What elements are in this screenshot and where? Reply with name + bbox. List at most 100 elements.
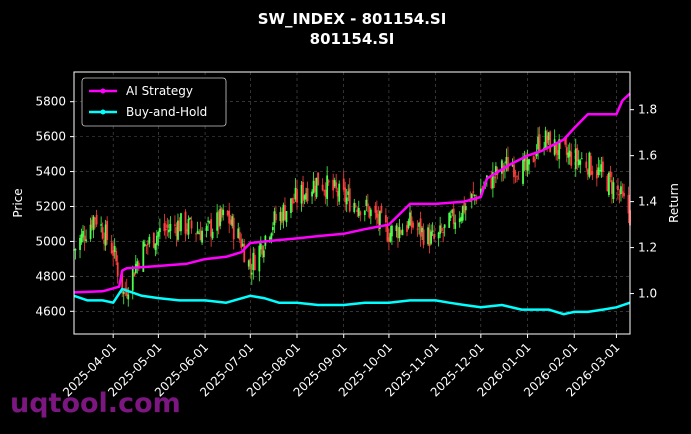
candle-body bbox=[237, 228, 240, 239]
candle-body bbox=[326, 175, 329, 199]
candle-body bbox=[303, 195, 306, 200]
candle-body bbox=[421, 227, 423, 233]
candle-body bbox=[618, 194, 621, 196]
candle-body bbox=[577, 159, 580, 166]
candle-body bbox=[430, 231, 433, 244]
candle-body bbox=[567, 152, 570, 158]
candle-body bbox=[342, 178, 345, 190]
candle-body bbox=[549, 131, 552, 153]
candle-body bbox=[433, 233, 436, 239]
candle-body bbox=[271, 227, 274, 231]
legend-ai-marker bbox=[100, 88, 106, 94]
candle-body bbox=[238, 232, 241, 240]
candle-body bbox=[620, 186, 622, 194]
y-tick-label-right: 1.6 bbox=[638, 149, 657, 163]
candle-body bbox=[83, 235, 86, 241]
candle-body bbox=[300, 185, 303, 204]
candle-body bbox=[268, 237, 271, 240]
candle-body bbox=[146, 243, 149, 245]
candle-body bbox=[609, 171, 612, 177]
candle-body bbox=[219, 208, 222, 226]
candle-body bbox=[332, 179, 335, 191]
candle-body bbox=[112, 250, 115, 256]
candle-body bbox=[116, 262, 119, 276]
candle-body bbox=[131, 268, 134, 291]
candle-body bbox=[125, 288, 128, 296]
candle-body bbox=[501, 160, 503, 174]
candle-body bbox=[611, 180, 613, 194]
y-tick-label-left: 5400 bbox=[35, 165, 66, 179]
candle-body bbox=[469, 200, 472, 202]
candle-body bbox=[589, 155, 592, 175]
candle-body bbox=[178, 220, 181, 232]
candle-body bbox=[306, 188, 309, 202]
candle-body bbox=[103, 239, 106, 244]
candle-body bbox=[284, 205, 286, 220]
candle-body bbox=[606, 175, 609, 192]
candle-body bbox=[142, 241, 145, 272]
candle-body bbox=[410, 216, 413, 227]
return-lines bbox=[73, 92, 631, 316]
chart-title: SW_INDEX - 801154.SI bbox=[258, 10, 447, 28]
candle-body bbox=[110, 242, 113, 254]
candle-body bbox=[598, 170, 601, 172]
candle-body bbox=[154, 243, 157, 250]
candle-body bbox=[148, 236, 151, 244]
candle-body bbox=[409, 212, 411, 226]
candle-body bbox=[534, 159, 536, 161]
candle-body bbox=[427, 227, 429, 245]
candle-body bbox=[460, 216, 463, 221]
candle-body bbox=[621, 191, 624, 194]
candle-body bbox=[579, 160, 582, 165]
candle-body bbox=[516, 176, 518, 178]
candle-body bbox=[443, 224, 446, 228]
candle-body bbox=[74, 249, 77, 251]
candle-body bbox=[273, 211, 276, 226]
candle-body bbox=[158, 228, 161, 233]
candle-body bbox=[285, 211, 288, 223]
candle-body bbox=[177, 220, 179, 240]
candle-body bbox=[369, 209, 372, 216]
candle-body bbox=[546, 135, 549, 144]
candle-body bbox=[122, 291, 125, 294]
candle-body bbox=[157, 232, 160, 237]
candle-body bbox=[211, 231, 214, 239]
candle-body bbox=[617, 185, 619, 191]
candle-body bbox=[327, 180, 330, 183]
candle-body bbox=[547, 132, 550, 141]
candle-body bbox=[627, 194, 630, 214]
candle-body bbox=[180, 213, 182, 232]
candle-body bbox=[243, 243, 246, 263]
candle-body bbox=[348, 188, 351, 212]
candlestick-series bbox=[73, 126, 631, 307]
legend-box bbox=[81, 77, 227, 127]
candle-body bbox=[451, 209, 454, 213]
candle-body bbox=[275, 213, 277, 221]
candle-body bbox=[380, 206, 383, 213]
candle-body bbox=[389, 232, 392, 242]
candle-body bbox=[291, 197, 294, 204]
candle-body bbox=[324, 189, 327, 197]
candle-body bbox=[416, 228, 419, 230]
candle-body bbox=[608, 172, 610, 196]
candle-body bbox=[220, 208, 223, 218]
candle-body bbox=[353, 202, 356, 213]
candle-body bbox=[165, 229, 167, 231]
candle-body bbox=[270, 233, 273, 240]
candle-body bbox=[418, 222, 420, 227]
candle-body bbox=[133, 272, 136, 277]
candle-body bbox=[338, 183, 341, 202]
candle-body bbox=[186, 229, 188, 232]
candle-body bbox=[217, 211, 220, 227]
candle-body bbox=[344, 187, 347, 203]
candle-body bbox=[568, 150, 571, 157]
candle-body bbox=[505, 157, 508, 164]
candle-body bbox=[145, 244, 148, 246]
candle-body bbox=[311, 191, 313, 197]
candle-body bbox=[378, 211, 381, 229]
candle-body bbox=[544, 130, 547, 148]
candle-body bbox=[514, 172, 517, 174]
chart-subtitle: 801154.SI bbox=[310, 30, 395, 48]
candle-body bbox=[293, 201, 295, 203]
candle-body bbox=[491, 172, 494, 189]
